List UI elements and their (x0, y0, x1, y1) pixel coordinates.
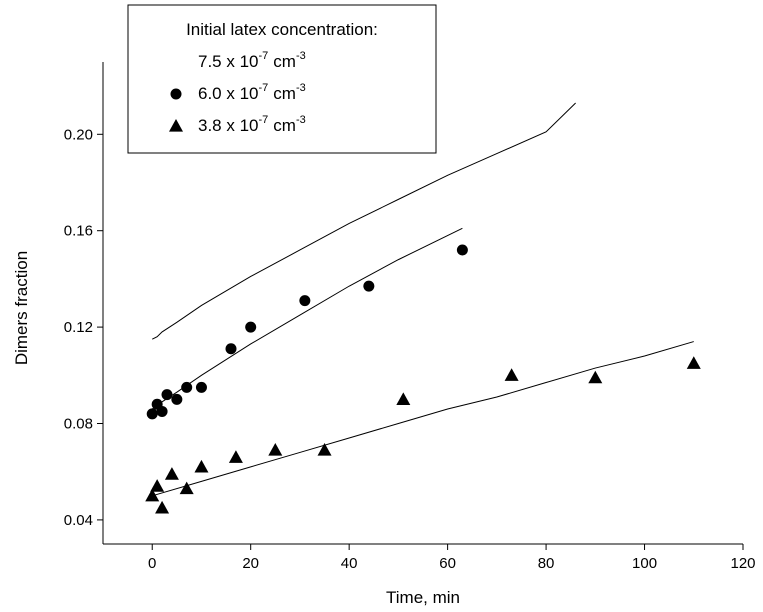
y-tick-label: 0.08 (64, 416, 93, 433)
plot-area (145, 102, 701, 514)
axes: 0 20 40 60 80 100 120 0.04 0.08 0.12 0.16 0.20 (64, 62, 756, 572)
legend-entry-unit: cm (273, 84, 296, 103)
y-tick-label: 0.20 (64, 126, 93, 143)
x-tick-label: 80 (538, 555, 555, 572)
x-tick-label: 120 (730, 555, 755, 572)
series-2-point (686, 356, 701, 369)
legend-entry-label: 3.8 x 10-7 cm-3 (198, 114, 306, 135)
legend-entry-unit-exponent: -3 (296, 50, 306, 62)
series-2-point (228, 450, 243, 463)
legend-header: Initial latex concentration: (186, 20, 378, 39)
y-ticks: 0.04 0.08 0.12 0.16 0.20 (64, 126, 103, 529)
series-1-point (456, 244, 468, 256)
legend-entry-unit: cm (273, 116, 296, 135)
series-0-fit-line (152, 102, 576, 340)
legend: Initial latex concentration: 7.5 x 10-7 c… (127, 4, 437, 154)
series-2-point (150, 479, 165, 492)
legend-entry-power: -7 (259, 114, 269, 126)
x-tick-label: 20 (242, 555, 259, 572)
x-tick-label: 60 (439, 555, 456, 572)
y-axis-title: Dimers fraction (12, 251, 31, 365)
series-2-point (145, 488, 160, 502)
series-2-point (164, 467, 179, 480)
x-tick-label: 0 (148, 555, 156, 572)
legend-entry-label: 6.0 x 10-7 cm-3 (198, 82, 306, 103)
y-tick-label: 0.04 (64, 512, 93, 529)
legend-entry-unit-exponent: -3 (296, 114, 306, 126)
x-axis-title: Time, min (386, 588, 460, 607)
legend-entry-power: -7 (259, 82, 269, 94)
legend-entry-unit-exponent: -3 (296, 82, 306, 94)
series-2-fit-line (152, 341, 694, 497)
series-1-point (363, 280, 375, 292)
legend-marker-triangle (169, 119, 183, 132)
series-2-point (588, 370, 603, 384)
series-2-point (179, 481, 194, 495)
series-1-point (245, 321, 257, 333)
legend-entry-unit: cm (273, 52, 296, 71)
legend-entries: 7.5 x 10-7 cm-36.0 x 10-7 cm-33.8 x 10-7 cm… (169, 50, 306, 135)
series-2-point (268, 443, 283, 456)
series-2-point (194, 459, 209, 473)
series-1-point (195, 381, 207, 393)
legend-entry-value: 7.5 x 10 (198, 52, 259, 71)
x-tick-label: 100 (632, 555, 657, 572)
legend-marker-circle (170, 88, 182, 100)
legend-entry-value: 3.8 x 10 (198, 116, 259, 135)
legend-entry-value: 6.0 x 10 (198, 84, 259, 103)
series-2-point (155, 500, 170, 514)
series-1-point (146, 408, 158, 420)
series-1-point (299, 295, 311, 307)
x-tick-label: 40 (341, 555, 358, 572)
series-1-point (161, 389, 173, 401)
series-1-point (171, 393, 183, 405)
series-2-point (504, 368, 519, 381)
series-2-point (317, 443, 332, 456)
series-2-point (396, 392, 411, 405)
y-tick-label: 0.12 (64, 319, 93, 336)
legend-entry-power: -7 (259, 50, 269, 62)
x-ticks: 0 20 40 60 80 100 120 (148, 544, 756, 572)
series-1-fit-line (151, 227, 463, 410)
series-1-point (181, 381, 193, 393)
series-1-point (225, 343, 237, 355)
legend-entry-label: 7.5 x 10-7 cm-3 (198, 50, 306, 71)
y-tick-label: 0.16 (64, 223, 93, 240)
series-1-point (156, 405, 168, 417)
